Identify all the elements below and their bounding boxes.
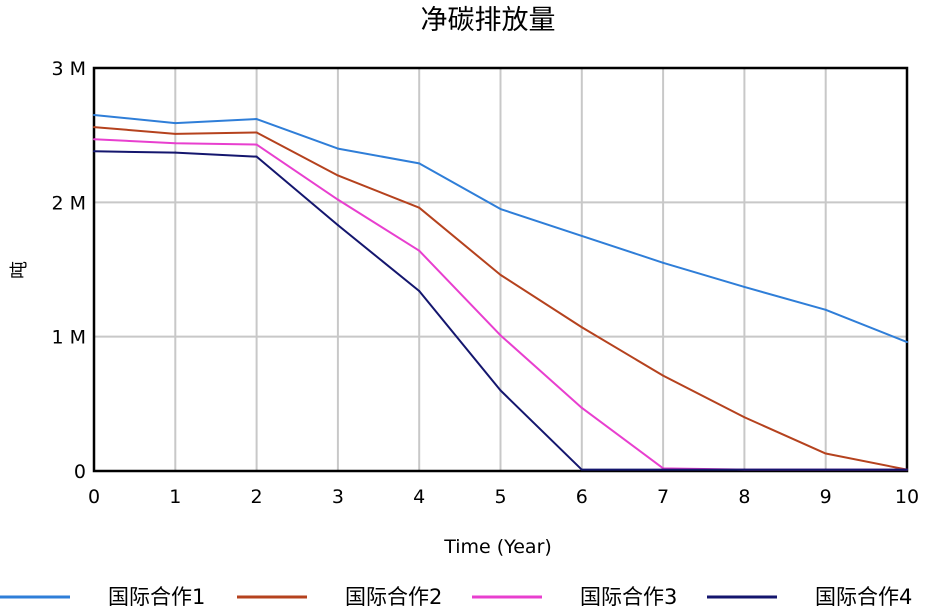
- legend-label: 国际合作4: [815, 585, 912, 607]
- data-point: [499, 273, 502, 276]
- y-axis-ticks: 0 1 M 2 M 3 M: [51, 58, 86, 483]
- data-point: [93, 138, 95, 141]
- x-tick-label: 9: [820, 486, 832, 508]
- y-tick-label: 2 M: [51, 192, 86, 214]
- data-point: [255, 118, 258, 121]
- data-point: [336, 198, 339, 201]
- data-point: [255, 143, 258, 146]
- data-point: [824, 308, 827, 311]
- data-point: [580, 406, 583, 409]
- x-tick-label: 6: [576, 486, 588, 508]
- data-point: [418, 289, 421, 292]
- data-point: [418, 206, 421, 209]
- data-point: [174, 122, 177, 125]
- data-point: [418, 249, 421, 252]
- data-point: [336, 224, 339, 227]
- x-tick-label: 7: [657, 486, 669, 508]
- legend: 国际合作1 国际合作2 国际合作3 国际合作4: [0, 585, 912, 607]
- data-point: [255, 155, 258, 158]
- data-point: [743, 285, 746, 288]
- data-point: [662, 468, 665, 471]
- plot-frame: [92, 66, 909, 473]
- data-point: [499, 389, 502, 392]
- x-tick-label: 10: [895, 486, 919, 508]
- data-point: [580, 234, 583, 237]
- chart-title: 净碳排放量: [421, 5, 556, 36]
- y-tick-label: 3 M: [51, 58, 86, 80]
- data-point: [93, 114, 95, 117]
- data-point: [174, 151, 177, 154]
- y-axis-label: 吨: [9, 261, 30, 279]
- data-point: [499, 334, 502, 337]
- x-tick-label: 4: [413, 486, 425, 508]
- x-axis-ticks: 0 1 2 3 4 5 6 7 8 9 10: [88, 486, 919, 508]
- data-point: [662, 261, 665, 264]
- x-tick-label: 1: [169, 486, 181, 508]
- data-point: [580, 468, 583, 471]
- x-tick-label: 3: [332, 486, 344, 508]
- series-1: [93, 114, 908, 344]
- legend-label: 国际合作2: [345, 585, 442, 607]
- legend-label: 国际合作3: [580, 585, 677, 607]
- data-point: [743, 468, 746, 471]
- x-tick-label: 8: [738, 486, 750, 508]
- x-tick-label: 2: [251, 486, 263, 508]
- grid: [94, 68, 907, 471]
- data-point: [662, 374, 665, 377]
- data-point: [418, 162, 421, 165]
- legend-label: 国际合作1: [108, 585, 205, 607]
- series-4: [93, 150, 908, 471]
- data-point: [174, 142, 177, 145]
- x-tick-label: 0: [88, 486, 100, 508]
- series-lines: [93, 114, 908, 471]
- x-tick-label: 5: [494, 486, 506, 508]
- data-point: [499, 208, 502, 211]
- data-point: [255, 131, 258, 134]
- data-point: [743, 416, 746, 419]
- data-point: [336, 147, 339, 150]
- data-point: [93, 150, 95, 153]
- legend-item-1: 国际合作1: [0, 585, 205, 607]
- data-point: [906, 468, 908, 471]
- data-point: [824, 468, 827, 471]
- y-tick-label: 1 M: [51, 327, 86, 349]
- data-point: [336, 174, 339, 177]
- data-point: [580, 326, 583, 329]
- y-tick-label: 0: [74, 461, 86, 483]
- data-point: [824, 452, 827, 455]
- data-point: [174, 132, 177, 135]
- x-axis-label: Time (Year): [443, 536, 552, 558]
- data-point: [93, 126, 95, 129]
- data-point: [906, 341, 908, 344]
- legend-item-4: 国际合作4: [707, 585, 912, 607]
- legend-item-3: 国际合作3: [472, 585, 677, 607]
- legend-item-2: 国际合作2: [237, 585, 442, 607]
